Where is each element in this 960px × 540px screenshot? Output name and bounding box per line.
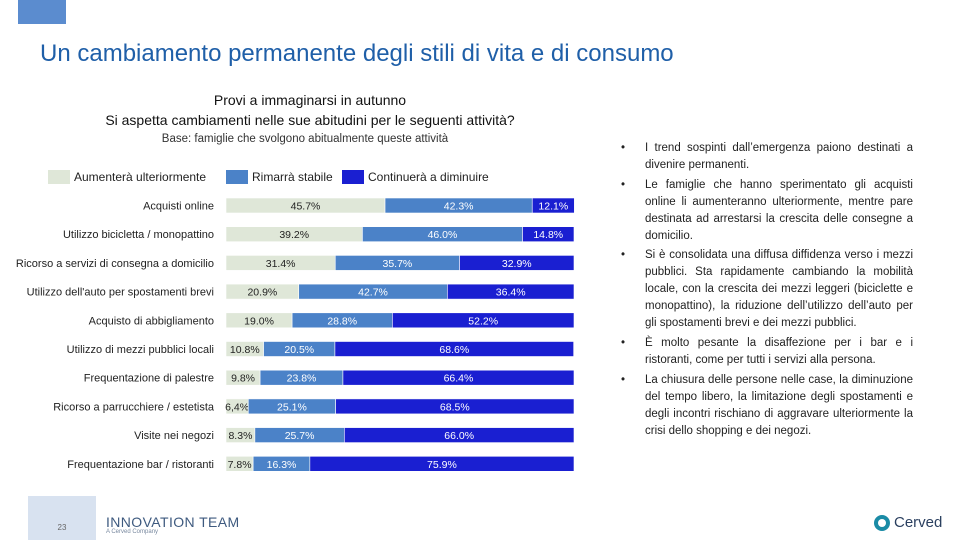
cerved-logo-text: Cerved [894, 514, 943, 531]
legend-label-stable: Rimarrà stabile [252, 170, 333, 184]
innovation-team-tagline: A Cerved Company [106, 529, 159, 535]
data-label-aumenter-ulteriormente-frequentazione-di-palestre: 9.8% [231, 373, 255, 385]
category-label-frequentazione-di-palestre: Frequentazione di palestre [84, 373, 214, 385]
data-label-aumenter-ulteriormente-frequentazione-bar-ristoranti: 7.8% [228, 459, 252, 471]
bullet-item: • I trend sospinti dall’emergenza paiono… [618, 140, 913, 174]
data-label-continuer-a-diminuire-visite-nei-negozi: 66.0% [444, 430, 474, 442]
data-label-continuer-a-diminuire-frequentazione-di-palestre: 66.4% [444, 373, 474, 385]
chart-title-line2: Si aspetta cambiamenti nelle sue abitudi… [105, 112, 515, 128]
legend-swatch-decrease [342, 170, 364, 184]
data-label-continuer-a-diminuire-utilizzo-di-mezzi-pubblici-locali: 68.6% [439, 344, 469, 356]
data-label-aumenter-ulteriormente-visite-nei-negozi: 8.3% [228, 430, 252, 442]
data-label-continuer-a-diminuire-acquisti-online: 12.1% [538, 201, 568, 213]
legend-swatch-increase [48, 170, 70, 184]
legend-label-increase: Aumenterà ulteriormente [74, 170, 207, 184]
bullet-glyph: • [621, 142, 626, 154]
category-label-ricorso-a-servizi-di-consegna-a-domicilio: Ricorso a servizi di consegna a domicili… [16, 258, 214, 270]
bar-continuer-a-diminuire-utilizzo-bicicletta-monopattino [522, 226, 575, 243]
corner-accent-box [18, 0, 66, 24]
data-label-aumenter-ulteriormente-acquisto-di-abbigliamento: 19.0% [244, 315, 274, 327]
bar-continuer-a-diminuire-visite-nei-negozi [344, 427, 575, 443]
bar-continuer-a-diminuire-frequentazione-di-palestre [342, 369, 575, 386]
legend-item-decrease: Continuerà a diminuire [342, 169, 489, 185]
cerved-logo-icon [874, 514, 890, 531]
data-label-aumenter-ulteriormente-acquisti-online: 45.7% [291, 201, 321, 213]
bullet-text: È molto pesante la disaffezione per i ba… [645, 336, 913, 366]
bullet-text: Si è consolidata una diffusa diffidenza … [645, 249, 913, 330]
bar-continuer-a-diminuire-utilizzo-di-mezzi-pubblici-locali [334, 341, 574, 357]
data-label-aumenter-ulteriormente-utilizzo-di-mezzi-pubblici-locali: 10.8% [230, 344, 260, 356]
data-label-rimarr-stabile-frequentazione-di-palestre: 23.8% [287, 373, 317, 385]
data-label-aumenter-ulteriormente-utilizzo-bicicletta-monopattino: 39.2% [279, 229, 309, 241]
data-label-continuer-a-diminuire-utilizzo-dell-auto-per-spostamenti-brevi: 36.4% [496, 287, 526, 299]
legend-label-decrease: Continuerà a diminuire [368, 170, 489, 184]
category-label-utilizzo-bicicletta-monopattino: Utilizzo bicicletta / monopattino [63, 229, 214, 241]
bar-continuer-a-diminuire-ricorso-a-parrucchiere-estetista [335, 398, 575, 415]
bullet-text: Le famiglie che hanno sperimentato gli a… [645, 178, 913, 242]
bullet-list: • I trend sospinti dall’emergenza paiono… [618, 140, 913, 442]
bullet-glyph: • [621, 336, 626, 349]
bullet-glyph: • [621, 178, 626, 191]
page-number: 23 [57, 523, 67, 532]
data-label-continuer-a-diminuire-ricorso-a-parrucchiere-estetista: 68.5% [440, 401, 470, 413]
data-label-continuer-a-diminuire-acquisto-di-abbigliamento: 52.2% [468, 315, 498, 327]
page-number-box: 23 [28, 496, 96, 540]
data-label-rimarr-stabile-visite-nei-negozi: 25.7% [285, 430, 315, 442]
data-label-aumenter-ulteriormente-ricorso-a-parrucchiere-estetista: 6,4% [225, 401, 249, 413]
bullet-item: • È molto pesante la disaffezione per i … [618, 335, 913, 369]
category-label-frequentazione-bar-ristoranti: Frequentazione bar / ristoranti [67, 459, 214, 471]
bar-continuer-a-diminuire-utilizzo-dell-auto-per-spostamenti-brevi [447, 283, 575, 300]
bullet-text: La chiusura delle persone nelle case, la… [645, 373, 913, 437]
data-label-rimarr-stabile-utilizzo-dell-auto-per-spostamenti-brevi: 42.7% [358, 287, 388, 299]
data-label-rimarr-stabile-frequentazione-bar-ristoranti: 16.3% [267, 459, 297, 471]
category-label-acquisti-online: Acquisti online [143, 201, 214, 213]
data-label-aumenter-ulteriormente-utilizzo-dell-auto-per-spostamenti-brevi: 20.9% [247, 287, 277, 299]
data-label-rimarr-stabile-utilizzo-bicicletta-monopattino: 46.0% [428, 229, 458, 241]
data-label-rimarr-stabile-utilizzo-di-mezzi-pubblici-locali: 20.5% [284, 344, 314, 356]
legend-item-stable: Rimarrà stabile [226, 169, 333, 185]
data-label-rimarr-stabile-acquisto-di-abbigliamento: 28.8% [327, 315, 357, 327]
bullet-item: • La chiusura delle persone nelle case, … [618, 372, 913, 440]
legend-item-increase: Aumenterà ulteriormente [48, 169, 206, 185]
data-label-aumenter-ulteriormente-ricorso-a-servizi-di-consegna-a-domicilio: 31.4% [266, 258, 296, 270]
data-label-rimarr-stabile-ricorso-a-parrucchiere-estetista: 25.1% [277, 401, 307, 413]
category-label-visite-nei-negozi: Visite nei negozi [134, 430, 214, 442]
category-label-utilizzo-di-mezzi-pubblici-locali: Utilizzo di mezzi pubblici locali [67, 344, 214, 356]
stacked-bar-chart: Acquisti online 45.7% 42.3% 12.1% Utilizzo b… [16, 197, 575, 472]
data-label-rimarr-stabile-acquisti-online: 42.3% [444, 201, 474, 213]
bullet-glyph: • [621, 373, 626, 386]
chart-subtitle: Base: famiglie che svolgono abitualmente… [161, 133, 449, 145]
bar-continuer-a-diminuire-frequentazione-bar-ristoranti [309, 455, 575, 472]
bullet-item: • Si è consolidata una diffusa diffidenz… [618, 247, 913, 332]
bullet-text: I trend sospinti dall’emergenza paiono d… [645, 142, 913, 171]
data-label-rimarr-stabile-ricorso-a-servizi-di-consegna-a-domicilio: 35.7% [382, 258, 412, 270]
category-label-acquisto-di-abbigliamento: Acquisto di abbigliamento [89, 315, 214, 327]
bar-continuer-a-diminuire-ricorso-a-servizi-di-consegna-a-domicilio [459, 255, 575, 271]
category-label-ricorso-a-parrucchiere-estetista: Ricorso a parrucchiere / estetista [53, 401, 215, 413]
bar-continuer-a-diminuire-acquisto-di-abbigliamento [392, 312, 575, 329]
data-label-continuer-a-diminuire-utilizzo-bicicletta-monopattino: 14.8% [533, 229, 563, 241]
bullet-glyph: • [621, 249, 626, 262]
innovation-team-logo: INNOVATION TEAM [106, 514, 240, 530]
bullet-item: • Le famiglie che hanno sperimentato gli… [618, 177, 913, 245]
data-label-continuer-a-diminuire-ricorso-a-servizi-di-consegna-a-domicilio: 32.9% [502, 258, 532, 270]
bar-continuer-a-diminuire-acquisti-online [531, 197, 575, 214]
category-label-utilizzo-dell-auto-per-spostamenti-brevi: Utilizzo dell'auto per spostamenti brevi [27, 287, 214, 299]
slide-title: Un cambiamento permanente degli stili di… [40, 40, 674, 67]
chart-title: Provi a immaginarsi in autunno [213, 92, 407, 108]
legend-swatch-stable [226, 170, 248, 184]
cerved-logo: Cerved [874, 514, 942, 531]
data-label-continuer-a-diminuire-frequentazione-bar-ristoranti: 75.9% [427, 459, 457, 471]
